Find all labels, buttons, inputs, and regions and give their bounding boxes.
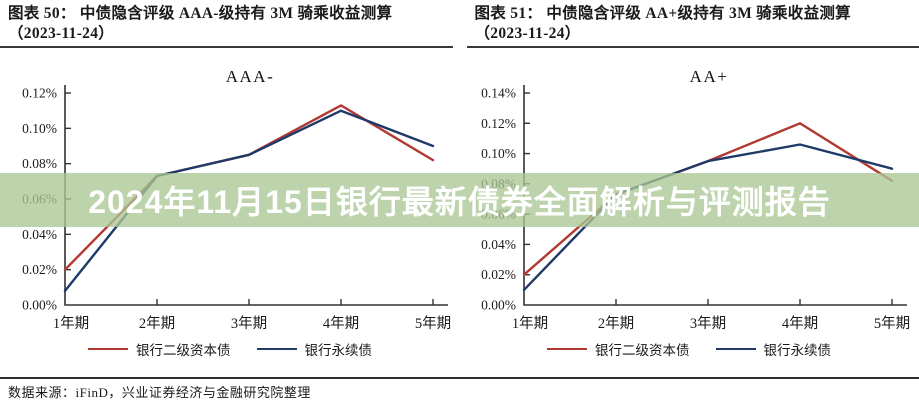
legend-item: 银行永续债 bbox=[715, 339, 832, 359]
legend-label: 银行永续债 bbox=[763, 343, 832, 358]
svg-text:5年期: 5年期 bbox=[874, 315, 910, 332]
figure-caption-left: 图表 50： 中债隐含评级 AAA-级持有 3M 骑乘收益测算 （2023-11… bbox=[0, 0, 453, 48]
figure-caption-left-line1: 图表 50： 中债隐含评级 AAA-级持有 3M 骑乘收益测算 bbox=[8, 5, 393, 22]
legend-item: 银行二级资本债 bbox=[88, 339, 231, 359]
svg-text:0.14%: 0.14% bbox=[481, 86, 516, 101]
svg-text:0.12%: 0.12% bbox=[22, 86, 57, 101]
legend-aaa-minus: 银行二级资本债 银行永续债 bbox=[0, 339, 460, 359]
chart-title-aaa-minus: AAA- bbox=[225, 67, 275, 86]
figure-caption-right: 图表 51： 中债隐含评级 AA+级持有 3M 骑乘收益测算 （2023-11-… bbox=[466, 0, 919, 48]
legend-label: 银行二级资本债 bbox=[136, 343, 231, 358]
svg-text:3年期: 3年期 bbox=[690, 315, 726, 332]
svg-text:4年期: 4年期 bbox=[323, 315, 359, 332]
legend-line-swatch bbox=[256, 347, 297, 351]
legend-label: 银行永续债 bbox=[304, 343, 373, 358]
svg-text:1年期: 1年期 bbox=[53, 315, 89, 332]
svg-text:4年期: 4年期 bbox=[782, 315, 818, 332]
svg-text:2年期: 2年期 bbox=[598, 315, 634, 332]
legend-line-swatch bbox=[547, 347, 587, 351]
svg-text:1年期: 1年期 bbox=[512, 315, 548, 332]
legend-aa-plus: 银行二级资本债 银行永续债 bbox=[459, 339, 919, 359]
legend-line-swatch bbox=[715, 347, 756, 351]
legend-line-swatch bbox=[88, 347, 128, 351]
svg-text:0.02%: 0.02% bbox=[22, 262, 57, 277]
svg-text:0.04%: 0.04% bbox=[481, 237, 516, 252]
watermark-banner-text: 2024年11月15日银行最新债券全面解析与评测报告 bbox=[88, 184, 831, 220]
svg-text:0.08%: 0.08% bbox=[22, 156, 57, 171]
data-source-footer: 数据来源：iFinD，兴业证券经济与金融研究院整理 bbox=[0, 377, 919, 400]
svg-text:2年期: 2年期 bbox=[139, 315, 175, 332]
svg-text:0.12%: 0.12% bbox=[481, 116, 516, 131]
svg-text:0.00%: 0.00% bbox=[22, 298, 57, 313]
figure-caption-right-line1: 图表 51： 中债隐含评级 AA+级持有 3M 骑乘收益测算 bbox=[474, 5, 851, 22]
figure-caption-left-line2: （2023-11-24） bbox=[8, 24, 115, 42]
chart-title-aa-plus: AA+ bbox=[689, 67, 729, 86]
legend-item: 银行二级资本债 bbox=[547, 339, 690, 359]
figure-caption-right-line2: （2023-11-24） bbox=[474, 24, 581, 42]
svg-text:0.02%: 0.02% bbox=[481, 267, 516, 282]
data-source-text: 数据来源：iFinD，兴业证券经济与金融研究院整理 bbox=[8, 385, 311, 400]
watermark-banner: 2024年11月15日银行最新债券全面解析与评测报告 bbox=[0, 173, 919, 227]
svg-text:0.10%: 0.10% bbox=[481, 146, 516, 161]
legend-label: 银行二级资本债 bbox=[595, 343, 690, 358]
svg-text:3年期: 3年期 bbox=[231, 315, 267, 332]
figure-captions-row: 图表 50： 中债隐含评级 AAA-级持有 3M 骑乘收益测算 （2023-11… bbox=[0, 0, 919, 48]
svg-text:0.10%: 0.10% bbox=[22, 121, 57, 136]
svg-text:0.04%: 0.04% bbox=[22, 227, 57, 242]
svg-text:5年期: 5年期 bbox=[415, 315, 451, 332]
svg-text:0.00%: 0.00% bbox=[481, 298, 516, 313]
legend-item: 银行永续债 bbox=[256, 339, 373, 359]
